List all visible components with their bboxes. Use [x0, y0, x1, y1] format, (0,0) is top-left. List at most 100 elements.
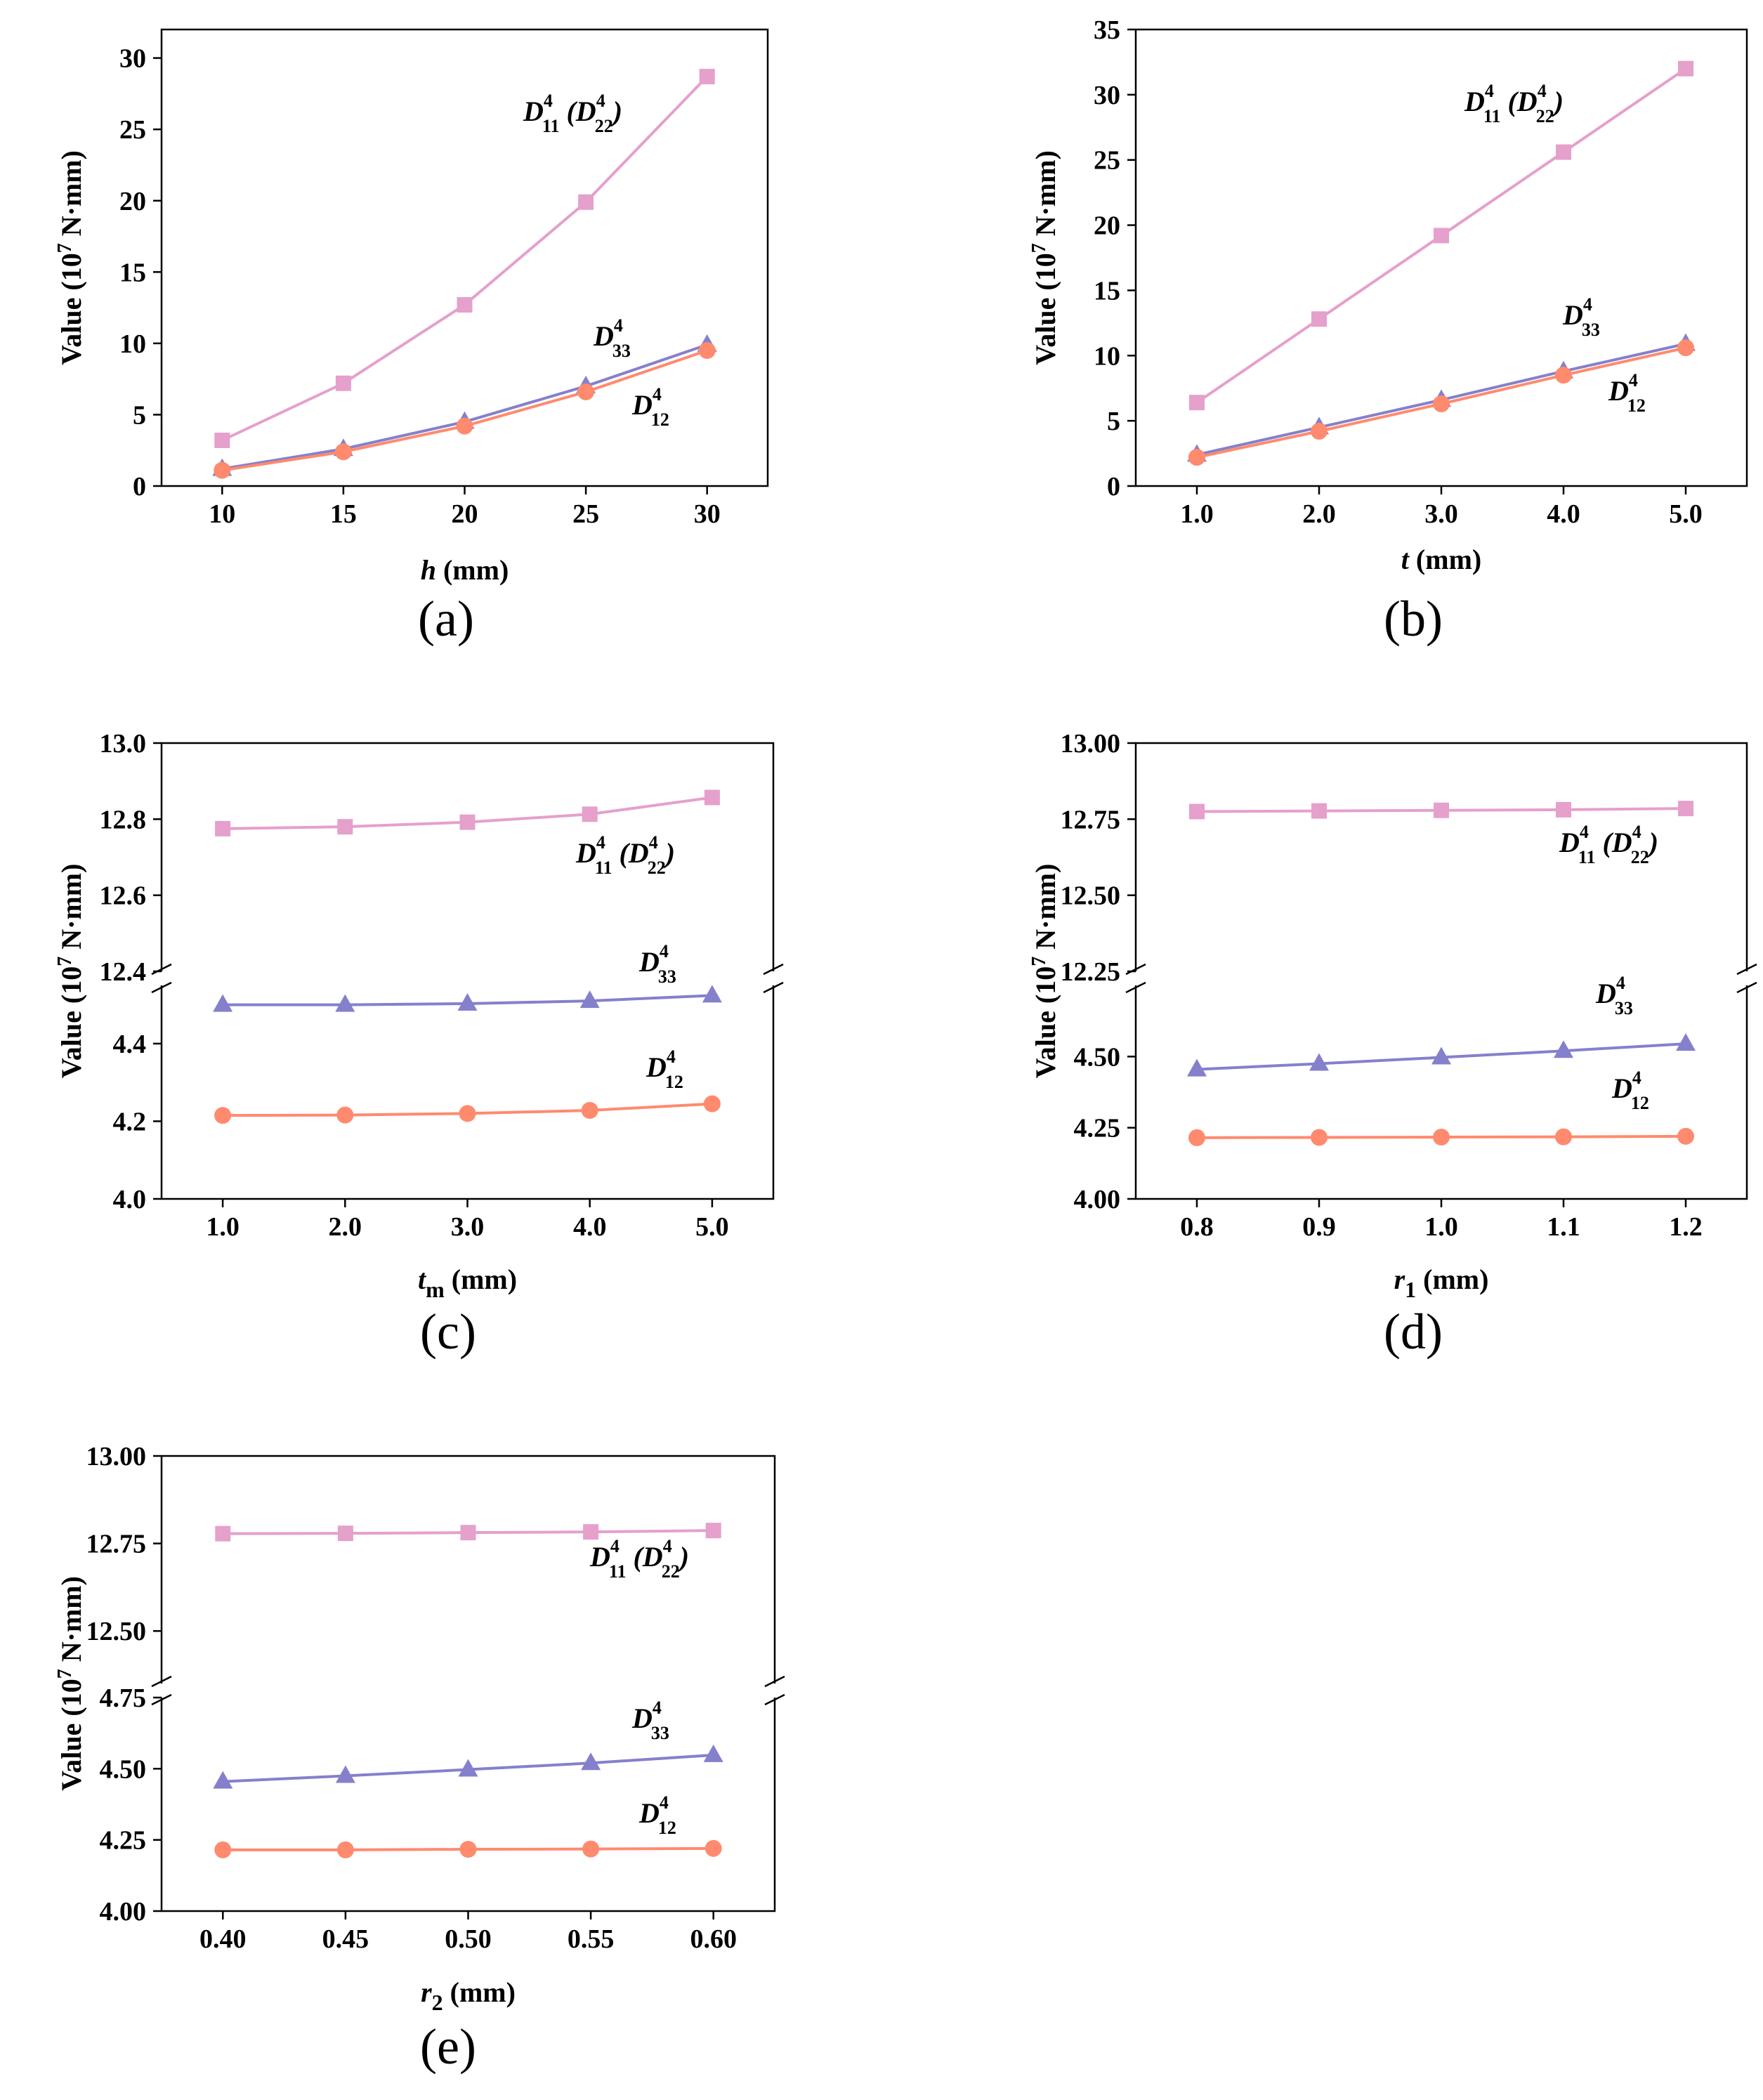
data-point-d11 — [335, 375, 351, 391]
data-point-d12 — [1555, 367, 1572, 384]
y-tick-label: 12.50 — [1061, 881, 1121, 911]
x-tick-label: 0.60 — [690, 1924, 737, 1954]
series-label-d33: D4 33 — [1562, 294, 1600, 340]
data-point-d12 — [214, 1107, 232, 1124]
series-label-d12: D4 12 — [1611, 1068, 1649, 1113]
data-point-d33 — [1554, 1040, 1573, 1058]
data-point-d12 — [214, 1841, 232, 1858]
x-tick-label: 3.0 — [451, 1212, 485, 1242]
data-point-d11 — [215, 820, 231, 836]
x-tick-label: 4.0 — [1547, 499, 1580, 529]
y-tick-label: 12.4 — [100, 957, 147, 987]
y-tick-label: 4.00 — [1074, 1185, 1121, 1214]
y-tick-label: 15 — [1094, 276, 1120, 306]
series-label-d11: D4 11 (D4 22) — [589, 1536, 689, 1582]
data-point-d12 — [459, 1841, 477, 1858]
data-point-d11 — [699, 69, 715, 85]
y-tick-label: 15 — [119, 258, 146, 287]
y-tick-label: 5 — [1107, 407, 1120, 436]
y-tick-label: 12.75 — [1061, 805, 1121, 834]
axis-break-mark — [763, 963, 784, 976]
x-axis-label: h (mm) — [421, 554, 509, 586]
data-point-d11 — [705, 1523, 721, 1539]
plot-frame-lower — [160, 1698, 776, 1912]
y-tick-label: 20 — [119, 187, 146, 216]
y-axis-label: Value (107 N·mm) — [1028, 150, 1061, 365]
y-tick-label: 12.50 — [86, 1617, 147, 1646]
chart-b: 1.0 2.0 3.0 4.0 5.0 0 5 10 15 20 25 30 35 Value (107 … — [1028, 15, 1748, 647]
data-point-d33 — [703, 1744, 723, 1762]
chart-e: 0.40 0.45 0.50 0.55 0.60 4.00 4.25 4.50 4.75 12.5… — [54, 1442, 785, 2075]
y-tick-label: 12.8 — [100, 805, 147, 834]
y-tick-label: 10 — [119, 329, 146, 359]
data-point-d12 — [698, 342, 716, 360]
panel-label: (c) — [420, 1304, 476, 1360]
data-point-d11 — [1311, 311, 1327, 327]
data-point-d11 — [1189, 395, 1205, 411]
x-tick-label: 0.8 — [1180, 1212, 1214, 1242]
plot-frame-upper — [1134, 742, 1748, 971]
y-tick-label: 10 — [1094, 341, 1120, 371]
data-point-d12 — [459, 1105, 476, 1122]
y-tick-label: 25 — [119, 115, 146, 145]
data-point-d12 — [336, 1106, 354, 1124]
data-point-d12 — [1188, 1129, 1205, 1146]
data-point-d11 — [704, 789, 720, 806]
y-tick-label: 20 — [1094, 211, 1120, 241]
data-point-d12 — [1188, 449, 1205, 466]
data-point-d11 — [578, 194, 594, 210]
series-label-d12: D4 12 — [631, 384, 669, 430]
y-tick-label: 4.25 — [1074, 1114, 1121, 1143]
y-axis-label: Value (107 N·mm) — [54, 150, 87, 365]
data-point-d12 — [577, 383, 595, 400]
panel-label: (b) — [1384, 591, 1443, 647]
series-label-d33: D4 33 — [593, 315, 631, 361]
axis-break-mark — [151, 981, 172, 994]
plot-frame-upper — [160, 742, 775, 971]
x-axis-label: t (mm) — [1401, 544, 1481, 575]
data-point-d11 — [214, 433, 230, 448]
series-label-d11: D4 11 (D4 22) — [1559, 822, 1658, 867]
series-label-d33: D4 33 — [1595, 973, 1633, 1018]
x-tick-label: 30 — [694, 499, 721, 529]
data-point-d11 — [583, 1524, 599, 1540]
data-point-d12 — [1311, 1129, 1328, 1146]
data-point-d33 — [1431, 1046, 1451, 1065]
plot-frame — [1134, 28, 1748, 487]
y-tick-label: 4.50 — [1074, 1042, 1121, 1072]
axis-break-mark — [151, 963, 172, 976]
data-point-d12 — [1677, 1127, 1694, 1145]
data-point-d33 — [1676, 1033, 1696, 1051]
series-label-d33: D4 33 — [638, 941, 676, 987]
chart-d: 0.8 0.9 1.0 1.1 1.2 4.00 4.25 4.50 12.25 12.50 12.… — [1028, 729, 1757, 1360]
data-point-d33 — [458, 1759, 478, 1777]
series-label-d11: D4 11 (D4 22) — [1464, 81, 1564, 126]
x-tick-label: 0.40 — [199, 1924, 247, 1954]
axis-break-mark — [764, 1693, 785, 1706]
x-tick-label: 1.1 — [1547, 1212, 1580, 1242]
data-point-d12 — [214, 461, 231, 479]
y-tick-label: 4.2 — [113, 1107, 147, 1136]
y-axis-label: Value (107 N·mm) — [54, 1576, 87, 1791]
data-point-d12 — [336, 1841, 354, 1858]
data-point-d12 — [1677, 339, 1694, 357]
y-tick-label: 12.25 — [1061, 957, 1121, 987]
axis-break-mark — [151, 1693, 172, 1706]
series-label-d12: D4 12 — [638, 1792, 676, 1838]
x-tick-label: 10 — [209, 499, 235, 529]
data-point-d12 — [1433, 395, 1450, 412]
axis-break-mark — [1736, 963, 1757, 976]
axis-break-mark — [1736, 981, 1757, 994]
data-point-d12 — [456, 417, 473, 435]
data-point-d33 — [702, 985, 722, 1003]
panel-label: (a) — [418, 591, 474, 647]
axis-break-mark — [1125, 963, 1146, 976]
data-point-d12 — [703, 1095, 721, 1113]
x-tick-label: 5.0 — [695, 1212, 729, 1242]
data-point-d33 — [581, 1752, 601, 1771]
data-point-d12 — [334, 443, 352, 461]
series-label-d11: D4 11 (D4 22) — [523, 91, 622, 136]
data-point-d11 — [1678, 801, 1693, 817]
series-label-d12: D4 12 — [1608, 370, 1646, 416]
